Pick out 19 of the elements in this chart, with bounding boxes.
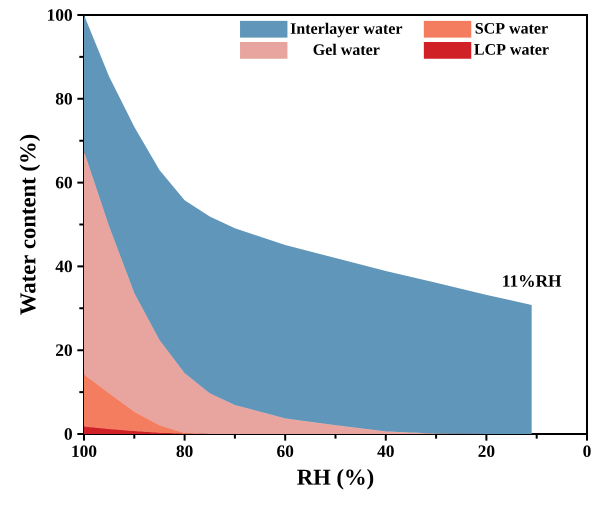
- y-tick-label: 100: [48, 9, 72, 21]
- y-tick-label: 0: [64, 428, 72, 440]
- x-tick-label: 100: [72, 445, 96, 458]
- x-tick-label: 0: [583, 445, 591, 458]
- legend-label: Interlayer water: [290, 22, 402, 38]
- x-tick-label: 60: [277, 445, 294, 458]
- annotation: 11%RH: [503, 275, 562, 287]
- y-axis-title: Water content (%): [20, 134, 40, 315]
- legend-label: SCP water: [476, 22, 548, 34]
- x-tick-label: 80: [176, 445, 193, 458]
- x-axis-title: RH (%): [297, 468, 374, 490]
- x-tick-label: 20: [478, 445, 494, 458]
- x-tick-label: 40: [377, 445, 394, 458]
- y-tick-label: 20: [56, 344, 72, 356]
- legend-label: LCP water: [474, 44, 549, 55]
- y-tick-label: 80: [56, 92, 72, 105]
- y-tick-label: 40: [56, 260, 72, 272]
- y-tick-label: 60: [56, 176, 72, 188]
- legend-label: Gel water: [314, 44, 380, 56]
